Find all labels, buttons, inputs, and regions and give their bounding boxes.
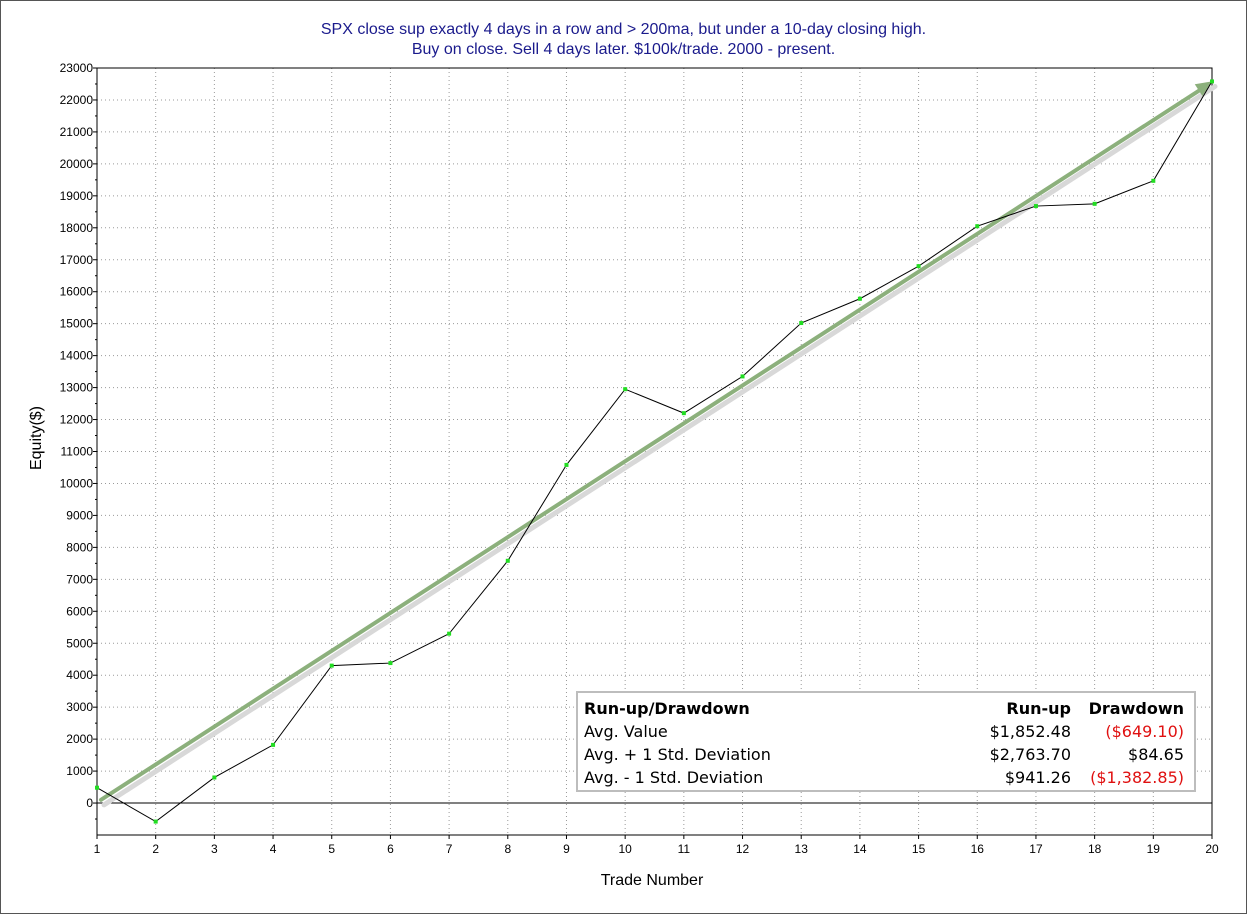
data-point — [329, 663, 334, 668]
stats-row: Avg. Value $1,852.48 ($649.10) — [584, 722, 1184, 744]
y-tick-label: 7000 — [66, 572, 93, 586]
stats-row: Avg. + 1 Std. Deviation $2,763.70 $84.65 — [584, 745, 1184, 767]
x-tick-label: 16 — [971, 842, 985, 856]
x-tick-label: 1 — [94, 842, 101, 856]
x-tick-label: 14 — [853, 842, 867, 856]
data-point — [447, 631, 452, 636]
trend-shadow — [101, 83, 1218, 808]
y-tick-label: 6000 — [66, 604, 93, 618]
stats-row: Avg. - 1 Std. Deviation $941.26 ($1,382.… — [584, 768, 1184, 790]
stats-row-drawdown: ($649.10) — [1105, 722, 1184, 741]
x-tick-label: 12 — [736, 842, 750, 856]
data-point — [975, 224, 980, 229]
y-axis-label: Equity($) — [28, 406, 45, 470]
stats-row-label: Avg. + 1 Std. Deviation — [584, 745, 771, 764]
plot-border — [96, 67, 1213, 836]
chart-title: SPX close sup exactly 4 days in a row an… — [320, 21, 927, 38]
x-tick-label: 6 — [387, 842, 394, 856]
y-tick-label: 21000 — [60, 125, 94, 139]
stats-header-title: Run-up/Drawdown — [584, 699, 750, 718]
y-tick-label: 2000 — [66, 732, 93, 746]
data-point — [505, 558, 510, 563]
trend-arrow — [99, 81, 1218, 808]
stats-row-runup: $1,852.48 — [989, 722, 1071, 741]
tick-labels: 0 1000 2000 3000 4000 5000 6000 7000 8000 9000 100… — [60, 61, 1219, 856]
y-tick-label: 12000 — [60, 413, 94, 427]
data-point — [1151, 178, 1156, 183]
y-tick-label: 13000 — [60, 381, 94, 395]
data-point — [388, 661, 393, 666]
y-tick-label: 11000 — [61, 445, 94, 459]
data-point — [799, 321, 804, 326]
y-tick-label: 9000 — [66, 508, 93, 522]
data-point — [271, 742, 276, 747]
trend-line — [99, 85, 1206, 802]
x-tick-label: 3 — [211, 842, 218, 856]
y-tick-label: 4000 — [66, 668, 93, 682]
axes — [93, 67, 1213, 839]
x-tick-label: 9 — [563, 842, 570, 856]
data-point — [1210, 79, 1214, 84]
y-tick-label: 1000 — [66, 764, 93, 778]
x-tick-label: 7 — [446, 842, 453, 856]
data-point — [564, 462, 569, 467]
y-tick-label: 16000 — [60, 285, 94, 299]
equity-line — [96, 81, 1213, 823]
x-tick-label: 15 — [912, 842, 926, 856]
trend-arrowhead — [1194, 81, 1212, 96]
x-tick-label: 11 — [678, 842, 691, 856]
stats-row-runup: $941.26 — [1004, 768, 1071, 787]
x-tick-label: 2 — [152, 842, 159, 856]
data-point — [681, 411, 686, 416]
stats-row-label: Avg. - 1 Std. Deviation — [584, 768, 764, 787]
y-tick-label: 20000 — [60, 157, 94, 171]
chart-subtitle: Buy on close. Sell 4 days later. $100k/t… — [411, 41, 836, 58]
x-axis-label: Trade Number — [601, 872, 704, 889]
y-tick-label: 18000 — [60, 221, 94, 235]
y-tick-label: 17000 — [60, 253, 94, 267]
data-point — [1033, 204, 1038, 209]
x-tick-label: 17 — [1029, 842, 1043, 856]
equity-series — [95, 79, 1214, 824]
runup-drawdown-table: Run-up/Drawdown Run-up Drawdown Avg. Val… — [576, 691, 1196, 792]
stats-row-runup: $2,763.70 — [989, 745, 1071, 764]
x-tick-label: 8 — [504, 842, 511, 856]
stats-row-drawdown: $84.65 — [1128, 745, 1184, 764]
data-point — [95, 785, 99, 790]
data-point — [740, 374, 745, 379]
data-point — [916, 264, 921, 269]
y-tick-label: 8000 — [66, 540, 93, 554]
stats-header-row: Run-up/Drawdown Run-up Drawdown — [584, 699, 1184, 721]
x-tick-label: 4 — [270, 842, 277, 856]
data-point — [212, 775, 217, 780]
data-point — [1092, 201, 1097, 206]
y-tick-label: 3000 — [66, 700, 93, 714]
x-tick-label: 19 — [1147, 842, 1161, 856]
stats-header-runup: Run-up — [1006, 699, 1071, 718]
y-tick-label: 14000 — [60, 349, 94, 363]
y-tick-label: 22000 — [60, 93, 94, 107]
y-tick-label: 0 — [86, 796, 93, 810]
y-tick-label: 15000 — [60, 317, 94, 331]
x-tick-label: 18 — [1088, 842, 1102, 856]
y-tick-label: 10000 — [60, 476, 94, 490]
x-tick-label: 13 — [795, 842, 809, 856]
stats-row-drawdown: ($1,382.85) — [1090, 768, 1184, 787]
stats-row-label: Avg. Value — [584, 722, 668, 741]
x-tick-label: 5 — [328, 842, 335, 856]
data-point — [153, 819, 158, 824]
y-tick-label: 5000 — [66, 636, 93, 650]
data-point — [623, 387, 628, 392]
x-tick-label: 20 — [1205, 842, 1219, 856]
y-tick-label: 23000 — [60, 61, 94, 75]
y-tick-label: 19000 — [60, 189, 94, 203]
x-tick-label: 10 — [618, 842, 632, 856]
stats-header-drawdown: Drawdown — [1088, 699, 1184, 718]
data-point — [857, 296, 862, 301]
